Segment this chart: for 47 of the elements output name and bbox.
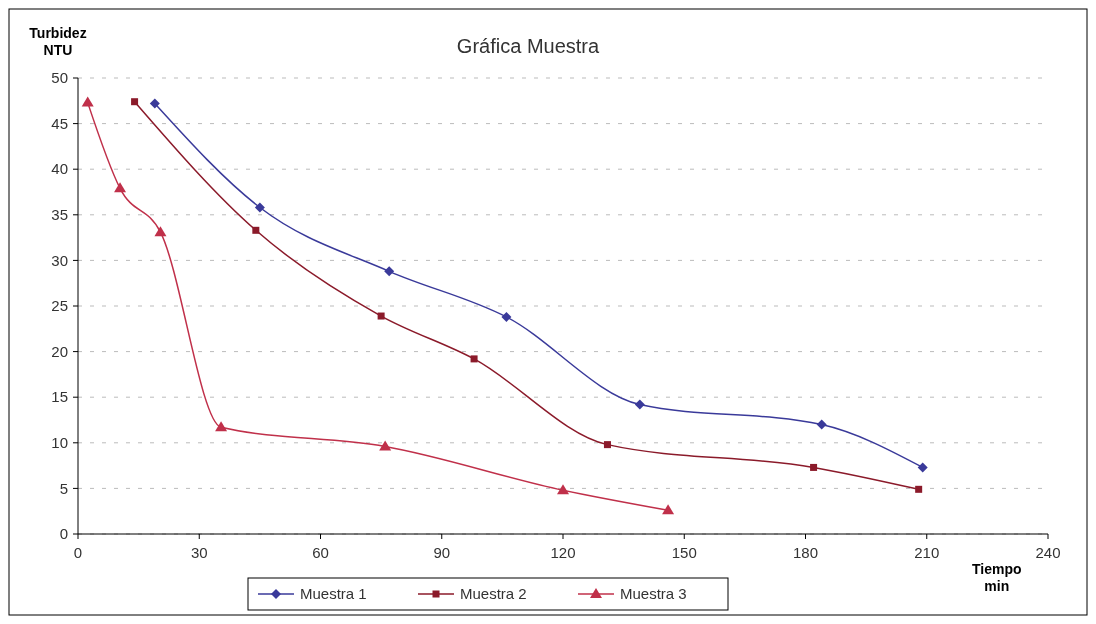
y-tick-label: 0 <box>59 525 68 543</box>
y-axis-title: Turbidez NTU <box>29 25 87 58</box>
x-tick-label: 90 <box>433 544 451 561</box>
y-tick-label: 15 <box>51 388 68 406</box>
point <box>114 182 127 193</box>
point <box>501 311 512 322</box>
legend-label: Muestra 1 <box>300 585 367 603</box>
point <box>81 96 94 107</box>
x-tick-label: 210 <box>914 544 940 561</box>
point <box>254 202 265 213</box>
point <box>379 440 392 451</box>
x-tick-label: 0 <box>73 544 83 561</box>
point <box>131 98 139 106</box>
x-tick-label: 180 <box>792 544 819 561</box>
x-tick-label: 120 <box>550 544 576 561</box>
y-tick-label: 30 <box>51 251 68 269</box>
point <box>154 226 167 237</box>
x-tick-label: 60 <box>312 544 329 561</box>
y-tick-label: 50 <box>51 69 68 87</box>
point <box>634 399 645 410</box>
point <box>603 441 611 449</box>
point <box>816 419 827 430</box>
x-tick-label: 240 <box>1035 544 1061 561</box>
point <box>557 484 569 495</box>
chart-title: Gráfica Muestra <box>456 35 601 57</box>
point <box>810 463 818 471</box>
point <box>252 226 260 234</box>
point <box>377 312 385 320</box>
point <box>215 421 228 432</box>
point <box>915 485 923 493</box>
y-tick-label: 10 <box>51 434 68 452</box>
y-tick-label: 5 <box>59 479 68 497</box>
point <box>149 98 160 109</box>
y-tick-label: 35 <box>51 206 68 224</box>
x-axis-title: Tiempo min <box>971 561 1022 594</box>
legend-label: Muestra 3 <box>620 585 687 603</box>
y-tick-label: 20 <box>51 342 68 360</box>
y-tick-label: 40 <box>51 160 68 178</box>
y-tick-label: 25 <box>51 297 68 315</box>
point <box>662 504 675 515</box>
point <box>917 462 928 473</box>
x-tick-label: 150 <box>671 544 697 561</box>
y-tick-label: 45 <box>51 114 68 132</box>
point <box>470 355 478 363</box>
point <box>384 266 395 277</box>
x-tick-label: 30 <box>190 544 208 561</box>
legend-label: Muestra 2 <box>460 585 527 603</box>
